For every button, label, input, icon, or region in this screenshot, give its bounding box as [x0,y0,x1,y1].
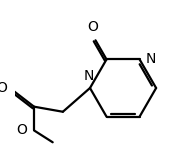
Text: O: O [0,81,7,95]
Text: N: N [146,52,156,66]
Text: N: N [84,69,94,83]
Text: O: O [87,20,98,34]
Text: O: O [16,123,27,137]
